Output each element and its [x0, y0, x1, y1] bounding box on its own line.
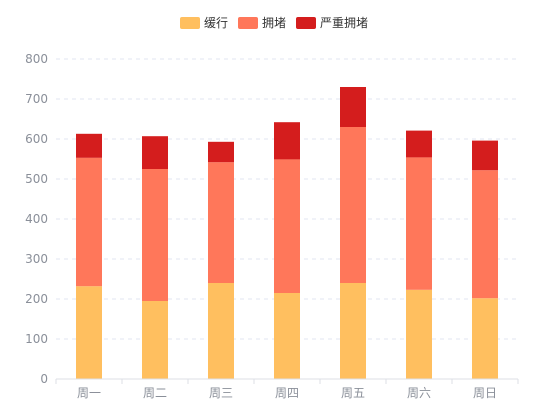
x-tick-label: 周四	[275, 386, 299, 400]
bar-segment[interactable]	[406, 157, 432, 290]
y-tick-label: 700	[25, 92, 48, 106]
bars	[76, 87, 498, 379]
legend-swatch-1[interactable]	[238, 17, 258, 29]
y-tick-label: 800	[25, 52, 48, 66]
bar-segment[interactable]	[208, 162, 234, 283]
legend-label-1[interactable]: 拥堵	[262, 16, 286, 30]
bar-segment[interactable]	[76, 286, 102, 379]
bar-segment[interactable]	[142, 301, 168, 379]
y-tick-label: 300	[25, 252, 48, 266]
bar-segment[interactable]	[406, 130, 432, 158]
x-tick-label: 周一	[77, 386, 101, 400]
legend-label-2[interactable]: 严重拥堵	[320, 16, 368, 30]
y-tick-label: 100	[25, 332, 48, 346]
bar-segment[interactable]	[472, 298, 498, 379]
legend: 缓行 拥堵 严重拥堵	[180, 16, 368, 30]
bar-segment[interactable]	[142, 169, 168, 301]
y-tick-label: 400	[25, 212, 48, 226]
bar-segment[interactable]	[76, 157, 102, 287]
x-tick-label: 周五	[341, 386, 365, 400]
bar-segment[interactable]	[340, 127, 366, 283]
x-tick-label: 周六	[407, 386, 431, 400]
bar-segment[interactable]	[274, 122, 300, 160]
bar-segment[interactable]	[340, 283, 366, 379]
bar-segment[interactable]	[76, 133, 102, 158]
legend-swatch-0[interactable]	[180, 17, 200, 29]
bar-segment[interactable]	[340, 87, 366, 127]
bar-segment[interactable]	[274, 293, 300, 379]
legend-swatch-2[interactable]	[296, 17, 316, 29]
bar-segment[interactable]	[406, 289, 432, 379]
y-tick-label: 600	[25, 132, 48, 146]
x-axis: 周一 周二 周三 周四 周五 周六 周日	[55, 378, 519, 400]
y-axis: 0 100 200 300 400 500 600 700 800	[25, 52, 48, 386]
bar-segment[interactable]	[274, 159, 300, 293]
y-tick-label: 0	[40, 372, 48, 386]
x-tick-label: 周日	[473, 386, 497, 400]
x-tick-label: 周三	[209, 386, 233, 400]
bar-segment[interactable]	[208, 141, 234, 163]
x-tick-label: 周二	[143, 386, 167, 400]
gridlines	[56, 58, 518, 340]
bar-segment[interactable]	[472, 170, 498, 299]
y-tick-label: 200	[25, 292, 48, 306]
bar-segment[interactable]	[208, 283, 234, 379]
bar-segment[interactable]	[142, 136, 168, 169]
bar-segment[interactable]	[472, 140, 498, 171]
legend-label-0[interactable]: 缓行	[204, 16, 228, 30]
y-tick-label: 500	[25, 172, 48, 186]
